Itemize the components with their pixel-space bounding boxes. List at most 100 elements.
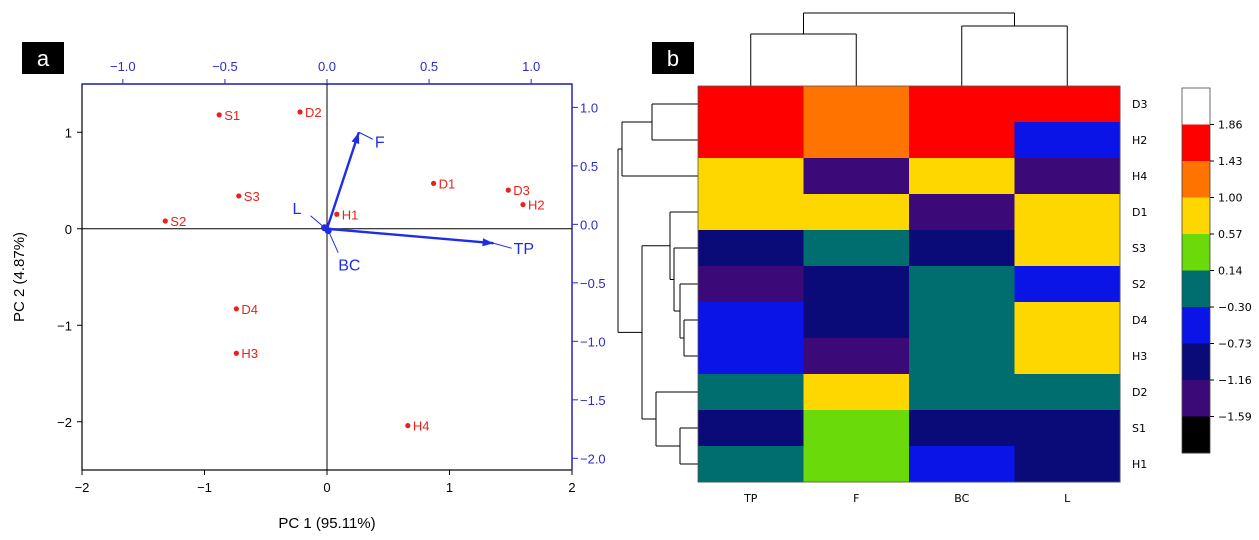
heatmap-column-labels: TP F BC L xyxy=(743,492,1071,505)
row-dendrogram xyxy=(617,103,698,465)
score-point-H1 xyxy=(334,211,340,217)
heatmap-cells xyxy=(698,86,1121,483)
column-label-TP: TP xyxy=(743,492,758,505)
panel-a-badge: a xyxy=(37,46,50,71)
score-label-D3: D3 xyxy=(513,183,530,198)
heatmap-cell-D3-F xyxy=(803,86,910,123)
top-tick-label: −1.0 xyxy=(110,59,136,74)
loading-label-L: L xyxy=(293,201,302,218)
colorbar-swatch xyxy=(1182,88,1210,125)
heatmap-cell-S1-L xyxy=(1014,410,1121,447)
heatmap-cell-D2-BC xyxy=(909,374,1015,411)
colorbar-swatch xyxy=(1182,124,1210,162)
score-label-S3: S3 xyxy=(244,189,260,204)
pca-left-ticks: 1 0 −1 −2 xyxy=(57,125,82,430)
heatmap-cell-S1-TP xyxy=(698,410,804,447)
row-label-H2: H2 xyxy=(1132,134,1147,147)
panel-a-badge-bg xyxy=(22,42,64,74)
score-point-H4 xyxy=(405,423,411,429)
right-tick-label: 0.5 xyxy=(580,159,598,174)
heatmap-cell-H4-BC xyxy=(909,158,1015,195)
heatmap-cell-S1-BC xyxy=(909,410,1015,447)
loading-vector-F xyxy=(325,131,360,230)
y-tick-label: 0 xyxy=(65,222,72,237)
column-label-F: F xyxy=(853,492,859,505)
row-label-S2: S2 xyxy=(1132,278,1146,291)
row-label-D1: D1 xyxy=(1132,206,1147,219)
heatmap-cell-D2-F xyxy=(803,374,910,411)
right-tick-label: −1.0 xyxy=(580,334,606,349)
top-tick-label: 0.5 xyxy=(420,59,438,74)
pca-y-axis-label: PC 2 (4.87%) xyxy=(11,232,28,322)
colorbar-label: 0.14 xyxy=(1218,265,1243,278)
heatmap-cell-S3-F xyxy=(803,230,910,267)
colorbar-swatch xyxy=(1182,197,1210,235)
heatmap-cell-H3-L xyxy=(1014,338,1121,375)
colorbar-swatch xyxy=(1182,161,1210,198)
row-label-H1: H1 xyxy=(1132,458,1147,471)
score-label-D4: D4 xyxy=(241,302,258,317)
heatmap-cell-D4-BC xyxy=(909,302,1015,339)
heatmap-cell-S2-F xyxy=(803,266,910,303)
pca-top-ticks: −1.0 −0.5 0.0 0.5 1.0 xyxy=(110,59,540,84)
heatmap-cell-H4-F xyxy=(803,158,910,195)
right-tick-label: 1.0 xyxy=(580,100,598,115)
heatmap-cell-D3-BC xyxy=(909,86,1015,123)
heatmap-cell-D1-F xyxy=(803,194,910,231)
row-label-D4: D4 xyxy=(1132,314,1147,327)
score-point-S3 xyxy=(236,193,242,199)
score-label-H3: H3 xyxy=(241,346,258,361)
score-label-D2: D2 xyxy=(305,105,322,120)
score-point-D4 xyxy=(233,306,239,312)
row-label-S3: S3 xyxy=(1132,242,1146,255)
column-label-L: L xyxy=(1064,492,1071,505)
panel-b-badge: b xyxy=(667,46,679,71)
x-tick-label: −1 xyxy=(197,480,212,495)
row-label-H4: H4 xyxy=(1132,170,1147,183)
score-label-H1: H1 xyxy=(342,207,359,222)
y-tick-label: −2 xyxy=(57,415,72,430)
top-tick-label: 1.0 xyxy=(522,59,540,74)
heatmap-cell-H2-TP xyxy=(698,122,804,159)
y-tick-label: −1 xyxy=(57,318,72,333)
panel-a: a −2 −1 0 1 2 1 0 −1 −2 −1.0 −0.5 0.0 0.5 1.0 1.0 0.… xyxy=(11,42,606,532)
top-tick-label: 0.0 xyxy=(318,59,336,74)
column-label-BC: BC xyxy=(954,492,969,505)
heatmap-cell-S2-L xyxy=(1014,266,1121,303)
heatmap-cell-D4-L xyxy=(1014,302,1121,339)
row-label-S1: S1 xyxy=(1132,422,1146,435)
heatmap-cell-S2-TP xyxy=(698,266,804,303)
heatmap-cell-H3-F xyxy=(803,338,910,375)
heatmap-frame xyxy=(697,85,1121,483)
heatmap-cell-D2-TP xyxy=(698,374,804,411)
heatmap-cell-S3-BC xyxy=(909,230,1015,267)
score-label-H4: H4 xyxy=(413,419,430,434)
panel-b: b D3 H2 H4 D1 S3 S2 D4 H3 D2 S1 H1 TP F BC L 1.86 1.43… xyxy=(617,12,1252,505)
colorbar-label: −1.16 xyxy=(1218,374,1252,387)
x-tick-label: 1 xyxy=(446,480,453,495)
colorbar-swatch xyxy=(1182,343,1210,381)
colorbar-swatch xyxy=(1182,234,1210,271)
right-tick-label: −2.0 xyxy=(580,451,606,466)
heatmap-cell-S1-F xyxy=(803,410,910,447)
pca-loading-vectors: TP F L BC xyxy=(293,131,534,275)
heatmap-cell-D1-L xyxy=(1014,194,1121,231)
heatmap-cell-D4-F xyxy=(803,302,910,339)
loading-leader-F xyxy=(358,131,374,140)
score-point-S2 xyxy=(162,218,168,224)
heatmap-cell-D2-L xyxy=(1014,374,1121,411)
score-label-H2: H2 xyxy=(528,198,545,213)
colorbar-label: 1.86 xyxy=(1218,119,1243,132)
heatmap-cell-H1-TP xyxy=(698,446,804,483)
heatmap-cell-S3-L xyxy=(1014,230,1121,267)
score-point-D2 xyxy=(297,109,303,115)
heatmap-cell-H2-F xyxy=(803,122,910,159)
loading-label-TP: TP xyxy=(514,241,534,258)
loading-label-BC: BC xyxy=(338,258,360,275)
score-label-S2: S2 xyxy=(170,214,186,229)
column-dendrogram xyxy=(750,12,1068,86)
row-label-D2: D2 xyxy=(1132,386,1147,399)
colorbar-swatch xyxy=(1182,380,1210,417)
